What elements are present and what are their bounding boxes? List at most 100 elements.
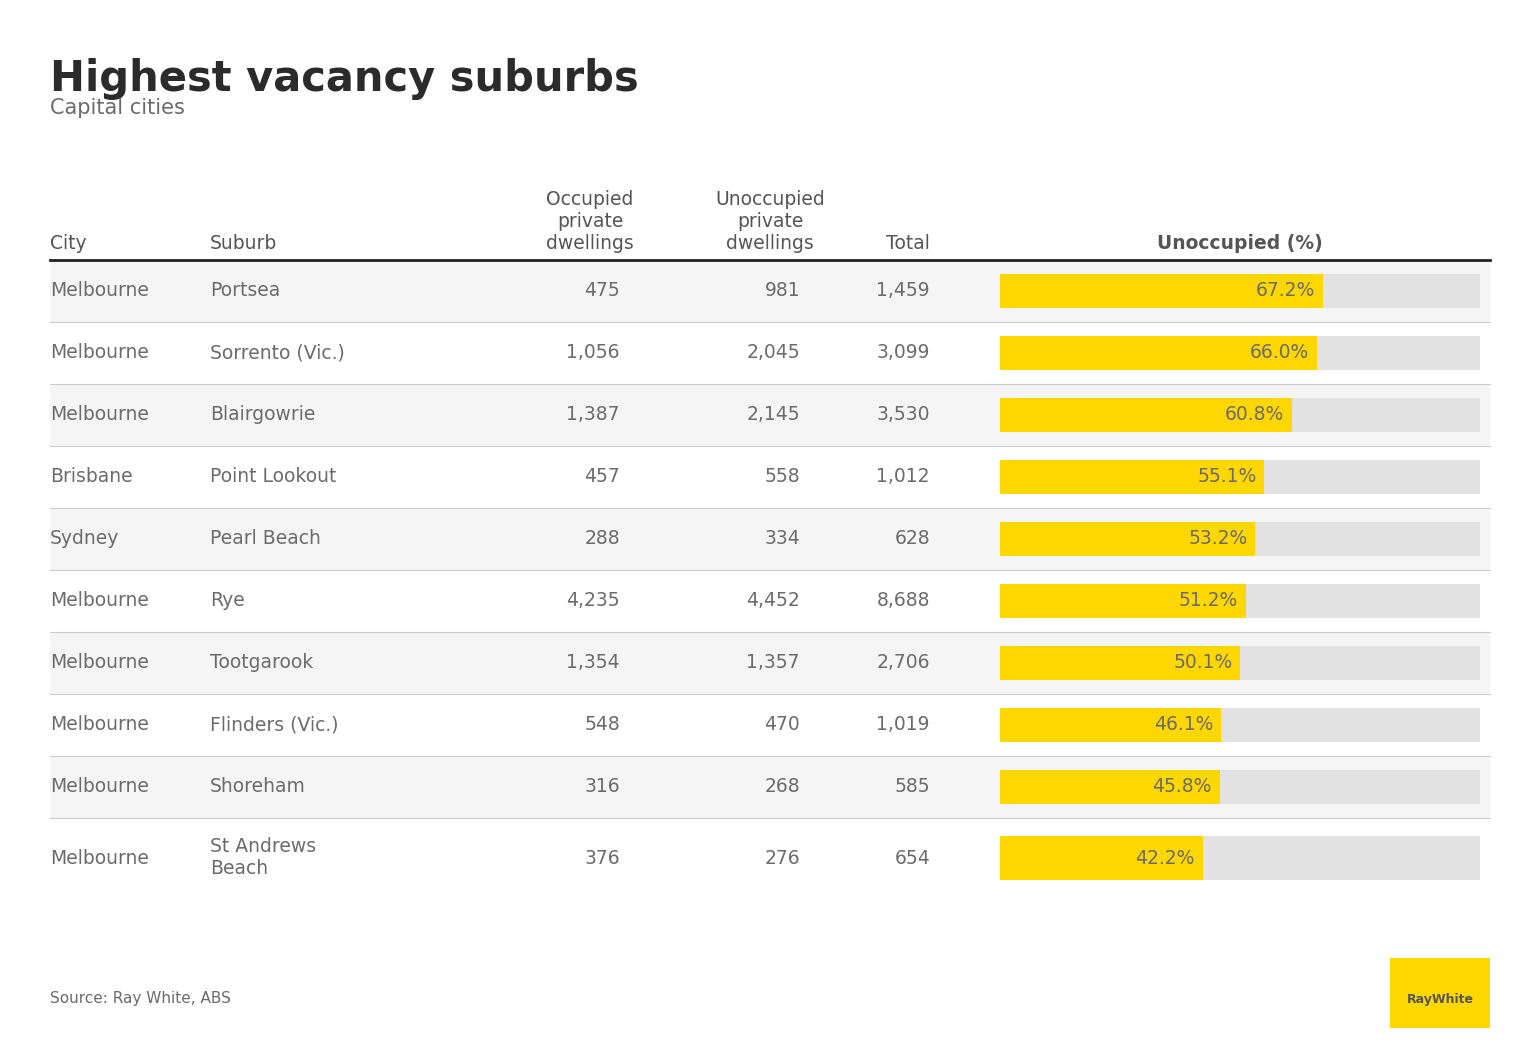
Text: RayWhite: RayWhite xyxy=(1406,994,1474,1006)
Text: Melbourne: Melbourne xyxy=(49,716,149,735)
Text: 2,045: 2,045 xyxy=(747,344,799,363)
Text: 50.1%: 50.1% xyxy=(1173,654,1232,673)
Bar xyxy=(999,584,1246,618)
Text: 981: 981 xyxy=(764,282,799,301)
Text: 1,459: 1,459 xyxy=(876,282,930,301)
Text: Shoreham: Shoreham xyxy=(209,778,306,796)
Text: Flinders (Vic.): Flinders (Vic.) xyxy=(209,716,339,735)
Text: 475: 475 xyxy=(584,282,621,301)
Text: 558: 558 xyxy=(764,467,799,486)
Text: Capital cities: Capital cities xyxy=(49,99,185,118)
Text: Unoccupied (%): Unoccupied (%) xyxy=(1157,234,1323,253)
Text: Point Lookout: Point Lookout xyxy=(209,467,336,486)
Text: 67.2%: 67.2% xyxy=(1255,282,1315,301)
Text: 1,056: 1,056 xyxy=(567,344,621,363)
Bar xyxy=(999,770,1220,804)
Text: Highest vacancy suburbs: Highest vacancy suburbs xyxy=(49,58,639,100)
Text: 4,235: 4,235 xyxy=(567,591,621,611)
Bar xyxy=(999,646,1480,680)
Bar xyxy=(999,836,1203,880)
Text: 66.0%: 66.0% xyxy=(1249,344,1309,363)
Text: Melbourne: Melbourne xyxy=(49,778,149,796)
Text: Portsea: Portsea xyxy=(209,282,280,301)
Text: 585: 585 xyxy=(895,778,930,796)
Text: Occupied
private
dwellings: Occupied private dwellings xyxy=(547,190,634,253)
Text: 42.2%: 42.2% xyxy=(1135,849,1195,868)
Text: 1,019: 1,019 xyxy=(876,716,930,735)
Bar xyxy=(49,694,1491,756)
Text: 55.1%: 55.1% xyxy=(1197,467,1257,486)
Text: 51.2%: 51.2% xyxy=(1178,591,1238,611)
Text: Melbourne: Melbourne xyxy=(49,849,149,868)
Bar xyxy=(999,836,1480,880)
Text: 3,099: 3,099 xyxy=(876,344,930,363)
Bar xyxy=(49,446,1491,508)
Bar xyxy=(999,584,1480,618)
Text: 60.8%: 60.8% xyxy=(1224,406,1284,424)
Text: 1,357: 1,357 xyxy=(747,654,799,673)
Text: Total: Total xyxy=(885,234,930,253)
Text: Melbourne: Melbourne xyxy=(49,282,149,301)
Text: 2,706: 2,706 xyxy=(876,654,930,673)
Text: 276: 276 xyxy=(764,849,799,868)
Bar xyxy=(999,708,1480,742)
Text: Melbourne: Melbourne xyxy=(49,406,149,424)
Text: City: City xyxy=(49,234,86,253)
Bar xyxy=(999,274,1323,308)
Bar xyxy=(999,460,1264,494)
Text: Sydney: Sydney xyxy=(49,529,120,548)
Bar xyxy=(999,708,1221,742)
Text: 1,354: 1,354 xyxy=(567,654,621,673)
Bar xyxy=(999,522,1255,556)
Bar xyxy=(999,398,1480,432)
Text: Brisbane: Brisbane xyxy=(49,467,132,486)
Text: 53.2%: 53.2% xyxy=(1189,529,1247,548)
Bar xyxy=(49,570,1491,632)
Text: 45.8%: 45.8% xyxy=(1152,778,1212,796)
Text: Suburb: Suburb xyxy=(209,234,277,253)
Bar xyxy=(999,646,1241,680)
Text: 376: 376 xyxy=(584,849,621,868)
Text: Source: Ray White, ABS: Source: Ray White, ABS xyxy=(49,991,231,1006)
Text: Blairgowrie: Blairgowrie xyxy=(209,406,316,424)
Bar xyxy=(999,274,1480,308)
Text: Sorrento (Vic.): Sorrento (Vic.) xyxy=(209,344,345,363)
Bar xyxy=(49,260,1491,322)
Text: 268: 268 xyxy=(764,778,799,796)
Text: Melbourne: Melbourne xyxy=(49,591,149,611)
Bar xyxy=(999,522,1480,556)
Text: 4,452: 4,452 xyxy=(747,591,799,611)
Text: 316: 316 xyxy=(584,778,621,796)
Bar xyxy=(999,770,1480,804)
Text: 470: 470 xyxy=(764,716,799,735)
Bar xyxy=(49,322,1491,384)
Bar xyxy=(49,818,1491,898)
Bar xyxy=(49,384,1491,446)
Text: 8,688: 8,688 xyxy=(876,591,930,611)
Bar xyxy=(999,336,1480,370)
Bar xyxy=(999,398,1292,432)
Bar xyxy=(1391,958,1491,1028)
Text: 1,387: 1,387 xyxy=(567,406,621,424)
Text: St Andrews
Beach: St Andrews Beach xyxy=(209,837,316,878)
Text: 628: 628 xyxy=(895,529,930,548)
Text: Unoccupied
private
dwellings: Unoccupied private dwellings xyxy=(715,190,825,253)
Text: 457: 457 xyxy=(584,467,621,486)
Text: 288: 288 xyxy=(584,529,621,548)
Bar xyxy=(999,460,1480,494)
Text: Rye: Rye xyxy=(209,591,245,611)
Bar xyxy=(999,336,1317,370)
Bar xyxy=(49,508,1491,570)
Text: 654: 654 xyxy=(895,849,930,868)
Text: 3,530: 3,530 xyxy=(876,406,930,424)
Text: 548: 548 xyxy=(584,716,621,735)
Text: 2,145: 2,145 xyxy=(747,406,799,424)
Bar xyxy=(49,756,1491,818)
Bar xyxy=(49,632,1491,694)
Text: Melbourne: Melbourne xyxy=(49,654,149,673)
Text: Melbourne: Melbourne xyxy=(49,344,149,363)
Text: Pearl Beach: Pearl Beach xyxy=(209,529,320,548)
Text: 46.1%: 46.1% xyxy=(1153,716,1214,735)
Text: 334: 334 xyxy=(764,529,799,548)
Text: Tootgarook: Tootgarook xyxy=(209,654,313,673)
